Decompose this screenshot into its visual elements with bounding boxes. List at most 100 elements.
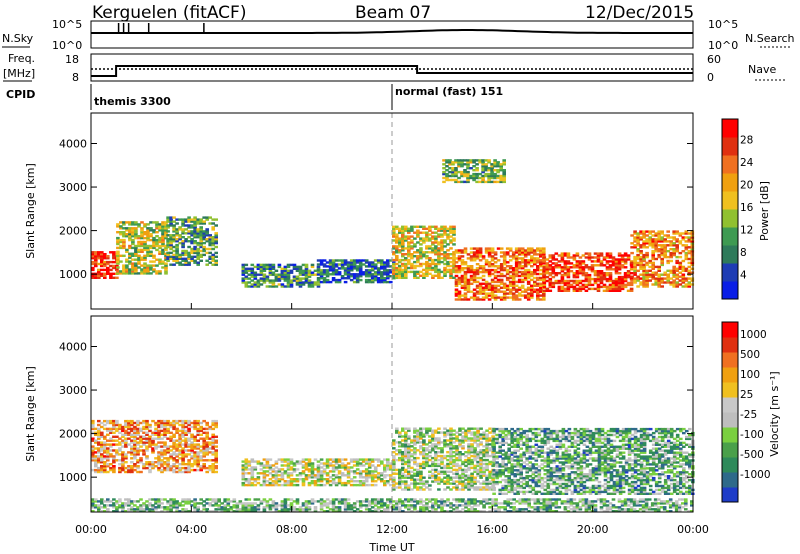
range-gate-cell [103, 470, 107, 474]
range-gate-cell [431, 266, 435, 270]
range-gate-cell [487, 161, 491, 164]
range-gate-cell [94, 441, 98, 444]
range-gate-cell [493, 257, 498, 260]
range-gate-cell [139, 439, 143, 442]
range-gate-cell [352, 275, 357, 278]
range-gate-cell [687, 285, 692, 288]
range-gate-cell [143, 256, 147, 259]
range-gate-cell [211, 453, 215, 456]
range-gate-cell [452, 451, 456, 454]
range-gate-cell [187, 461, 191, 464]
range-gate-cell [349, 263, 354, 266]
range-gate-cell [161, 235, 165, 238]
range-gate-cell [304, 271, 309, 274]
range-gate-cell [214, 439, 218, 442]
range-gate-cell [392, 233, 396, 236]
range-gate-cell [545, 279, 550, 283]
range-gate-cell [331, 460, 336, 463]
range-gate-cell [124, 419, 128, 423]
range-gate-cell [452, 458, 456, 462]
range-gate-cell [593, 264, 598, 267]
range-gate-cell [134, 268, 138, 271]
range-gate-cell [575, 262, 580, 265]
range-gate-cell [367, 466, 372, 469]
range-gate-cell [530, 296, 534, 299]
range-gate-cell [163, 463, 167, 466]
range-gate-cell [149, 246, 153, 250]
range-gate-cell [440, 233, 444, 236]
range-gate-cell [154, 433, 158, 436]
range-gate-cell [572, 287, 577, 291]
range-gate-cell [413, 458, 417, 462]
range-gate-cell [274, 472, 279, 475]
range-gate-cell [109, 453, 113, 456]
range-gate-cell [440, 243, 444, 246]
range-gate-cell [97, 253, 101, 256]
range-gate-cell [614, 285, 619, 289]
range-gate-cell [501, 471, 505, 474]
range-gate-cell [428, 464, 432, 468]
range-gate-cell [461, 460, 465, 464]
range-gate-cell [202, 431, 206, 434]
range-gate-cell [316, 265, 321, 269]
range-gate-cell [419, 257, 423, 260]
range-gate-cell [419, 453, 423, 456]
range-gate-cell [349, 470, 354, 473]
range-gate-cell [190, 249, 194, 253]
range-gate-cell [508, 284, 513, 287]
range-gate-cell [122, 254, 126, 257]
range-gate-cell [370, 464, 375, 467]
range-gate-cell [551, 283, 556, 287]
range-gate-cell [557, 264, 562, 267]
range-gate-cell [133, 457, 137, 460]
range-gate-cell [193, 249, 197, 253]
range-gate-cell [551, 285, 556, 289]
range-gate-cell [636, 234, 640, 237]
range-gate-cell [398, 431, 402, 434]
range-gate-cell [440, 235, 444, 238]
range-gate-cell [187, 466, 191, 470]
range-gate-cell [475, 251, 480, 254]
range-gate-cell [155, 258, 159, 261]
range-gate-cell [502, 286, 507, 289]
range-gate-cell [481, 161, 485, 164]
range-gate-cell [401, 472, 405, 475]
range-gate-cell [560, 289, 565, 292]
range-gate-cell [578, 289, 583, 292]
range-gate-cell [454, 172, 458, 176]
range-gate-cell [131, 254, 135, 257]
range-gate-cell [319, 273, 324, 276]
range-gate-cell [517, 298, 522, 301]
range-gate-cell [395, 258, 399, 262]
range-gate-cell [514, 247, 519, 250]
range-gate-cell [554, 281, 559, 285]
range-gate-cell [164, 235, 168, 238]
range-gate-cell [666, 277, 670, 280]
range-gate-cell [172, 236, 176, 239]
range-gate-cell [614, 277, 619, 281]
range-gate-cell [106, 421, 110, 425]
range-gate-cell [211, 468, 215, 472]
range-gate-cell [419, 462, 423, 466]
range-gate-cell [449, 460, 453, 464]
range-gate-cell [128, 256, 132, 259]
range-gate-cell [91, 421, 95, 425]
range-gate-cell [373, 468, 378, 471]
range-gate-cell [401, 253, 405, 256]
range-gate-cell [443, 262, 447, 266]
range-gate-cell [443, 227, 447, 230]
range-gate-cell [663, 281, 667, 284]
range-gate-cell [145, 437, 149, 440]
range-gate-cell [280, 285, 285, 288]
range-gate-cell [669, 236, 673, 239]
range-gate-cell [511, 286, 516, 289]
range-gate-cell [482, 480, 486, 483]
range-gate-cell [617, 287, 622, 291]
range-gate-cell [542, 283, 547, 287]
range-gate-cell [636, 263, 640, 267]
range-gate-cell [172, 238, 176, 241]
range-gate-cell [681, 265, 686, 269]
range-gate-cell [349, 483, 354, 487]
range-gate-cell [364, 474, 369, 477]
range-gate-cell [460, 298, 465, 301]
